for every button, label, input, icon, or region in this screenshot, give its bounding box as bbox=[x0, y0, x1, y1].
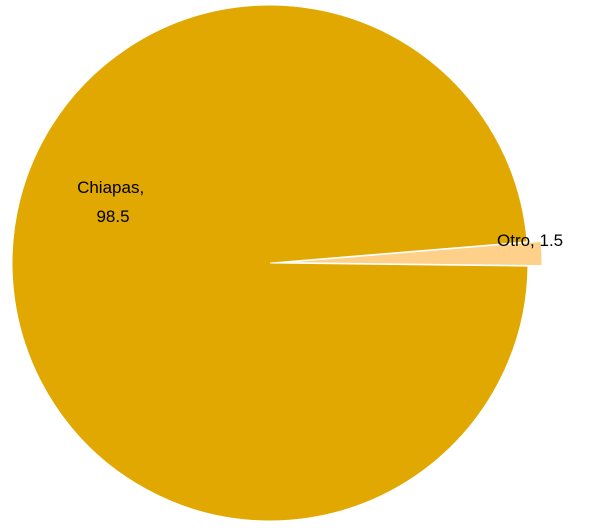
pie-slices bbox=[11, 4, 543, 522]
pie-slice-otro bbox=[283, 240, 543, 267]
slice-label-otro: Otro, 1.5 bbox=[497, 231, 563, 250]
pie-labels: Otro, 1.5 Chiapas, 98.5 bbox=[77, 178, 563, 250]
slice-label-chiapas: Chiapas, 98.5 bbox=[77, 178, 149, 226]
slice-label-otro-line1: Otro, 1.5 bbox=[497, 231, 563, 250]
pie-slice-chiapas bbox=[11, 4, 529, 522]
slice-label-chiapas-line1: Chiapas, bbox=[77, 178, 144, 197]
slice-label-chiapas-line2: 98.5 bbox=[96, 207, 129, 226]
